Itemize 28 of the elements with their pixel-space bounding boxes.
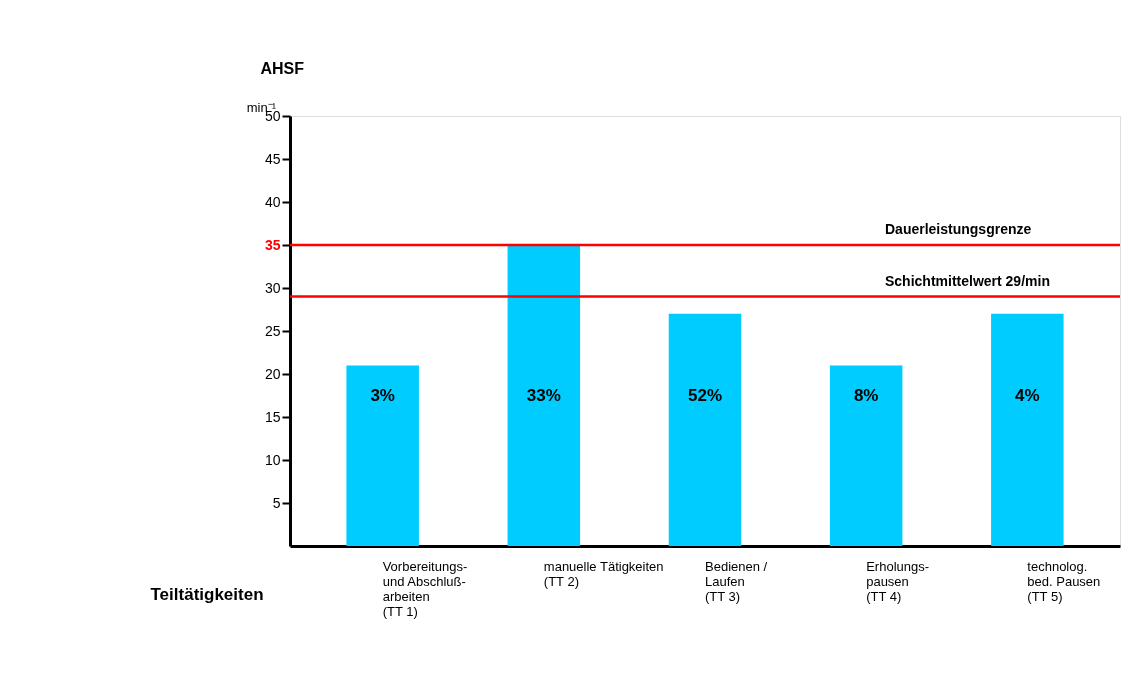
y-tick-label: 10 [264, 451, 281, 468]
y-tick-label: 5 [272, 494, 281, 511]
y-tick-label: 35 [264, 236, 281, 253]
ref-line-label: Schichtmittelwert 29/min [885, 272, 1050, 289]
y-tick-label: 20 [264, 365, 281, 382]
y-tick-label: 30 [264, 279, 281, 296]
bar [668, 313, 742, 546]
x-tick-label: Vorbereitungs- und Abschluß- arbeiten (TT 1) [382, 558, 468, 619]
bar [829, 365, 903, 546]
y-tick-label: 15 [264, 408, 281, 425]
x-tick-label: Erholungs- pausen (TT 4) [866, 558, 930, 604]
annotation: 33% [526, 385, 561, 405]
annotation: 52% [687, 385, 723, 405]
bar [346, 365, 419, 546]
x-tick-label: Bedienen / Laufen (TT 3) [705, 558, 768, 604]
ref-line-label: Dauerleistungsgrenze [885, 221, 1032, 237]
bar [507, 245, 581, 546]
y-tick-label: 45 [264, 150, 281, 167]
y-tick-label: 40 [264, 193, 281, 210]
y-axis-title: AHSF [260, 59, 305, 77]
bar [991, 313, 1064, 546]
annotation: 4% [1015, 385, 1040, 405]
y-tick-label: 25 [264, 322, 281, 339]
annotation: 3% [370, 385, 395, 405]
annotation: 8% [853, 385, 879, 405]
x-axis-title: Teiltätigkeiten [150, 584, 264, 604]
x-tick-label: technolog. bed. Pausen (TT 5) [1027, 558, 1101, 604]
x-tick-label: manuelle Tätigkeiten (TT 2) [543, 558, 664, 589]
